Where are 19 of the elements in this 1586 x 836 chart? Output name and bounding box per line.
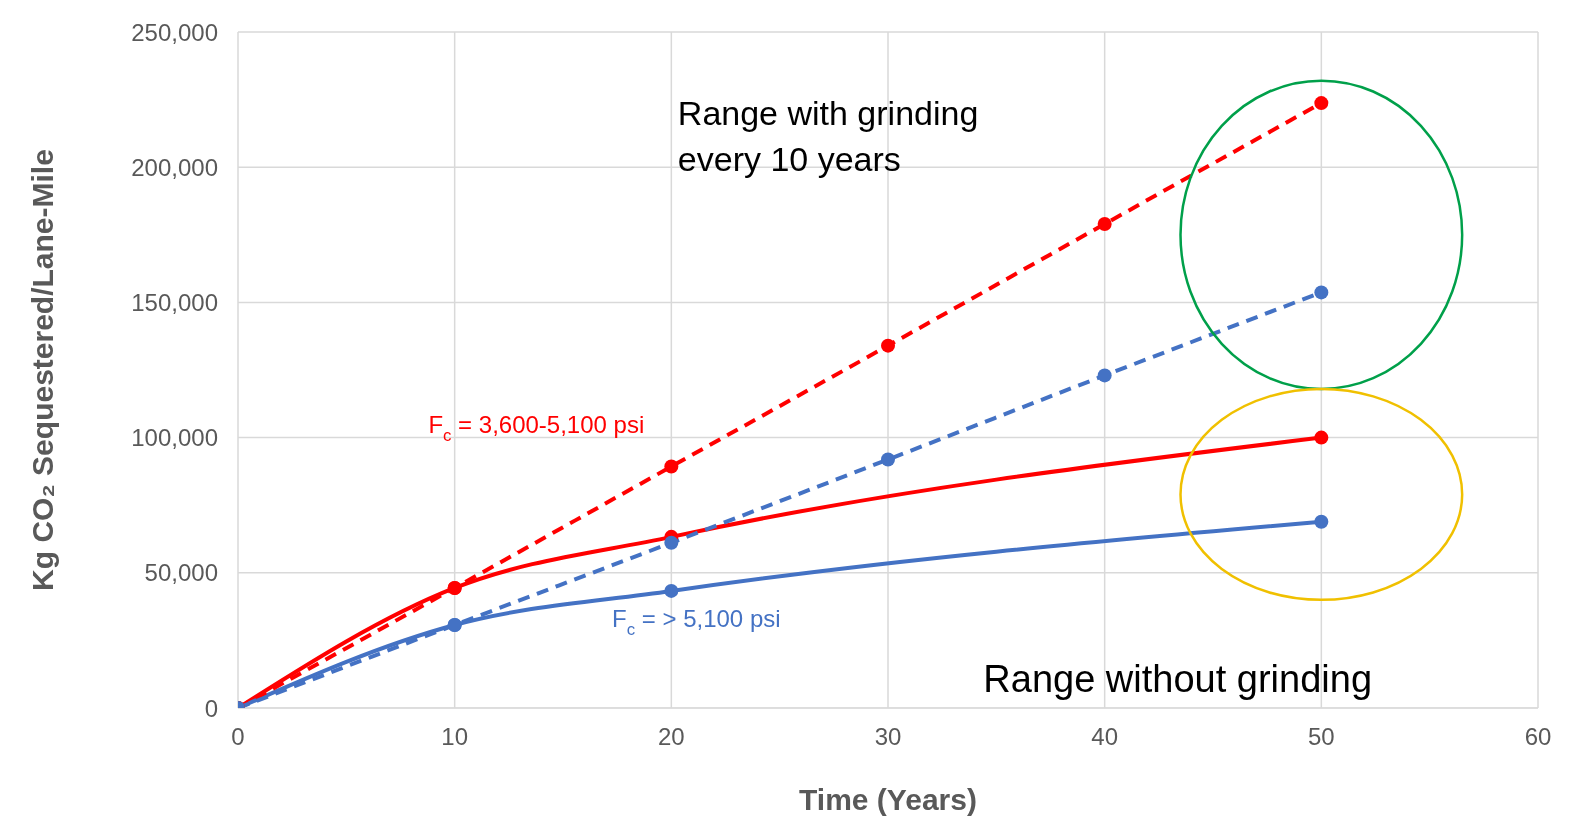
x-tick-label: 30	[874, 723, 902, 751]
x-tick-label: 10	[441, 723, 469, 751]
annotation: Range with grinding every 10 years	[677, 93, 979, 181]
y-tick-label: 100,000	[131, 424, 218, 452]
x-tick-label: 50	[1307, 723, 1335, 751]
x-tick-label: 40	[1091, 723, 1119, 751]
y-axis-title: Kg CO₂ Sequestered/Lane-Mile	[26, 149, 60, 591]
annotation: Range without grinding	[983, 656, 1373, 702]
text: F$_{c}$ = 3,600-5,100 psi	[428, 411, 645, 445]
x-tick-label: 60	[1524, 723, 1552, 751]
y-tick-label: 50,000	[144, 559, 218, 587]
x-axis-title: Time (Years)	[799, 783, 977, 816]
y-tick-label: 0	[204, 694, 218, 722]
x-tick-label: 20	[657, 723, 685, 751]
y-tick-label: 150,000	[131, 288, 218, 316]
series-label: F$_{c}$ = > 5,100 psi	[612, 605, 781, 639]
x-tick-label: 0	[231, 723, 245, 751]
y-tick-label: 200,000	[131, 153, 218, 181]
y-tick-label: 250,000	[131, 18, 218, 46]
